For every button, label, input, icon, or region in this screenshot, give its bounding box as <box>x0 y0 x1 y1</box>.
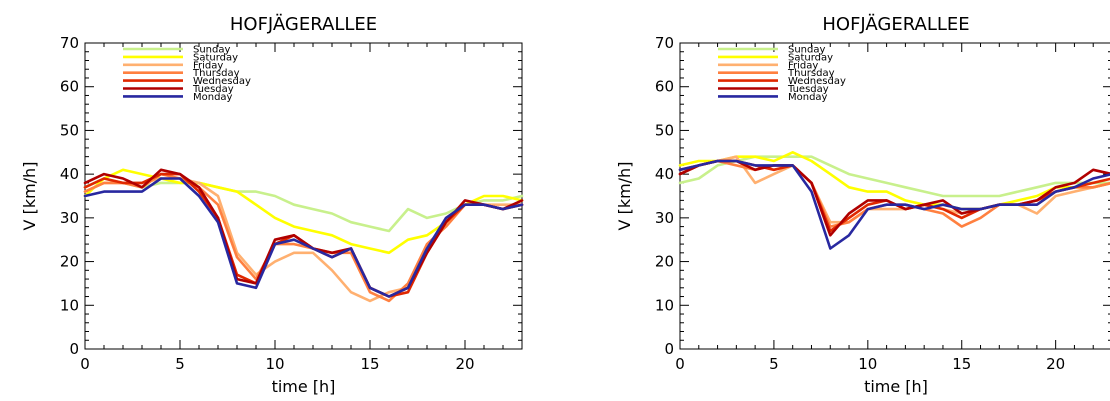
y-tick-label: 50 <box>60 121 79 139</box>
series-line-tuesday <box>83 168 524 298</box>
y-tick-label: 0 <box>69 340 79 358</box>
legend-label: Saturday <box>193 52 238 63</box>
plot-frame <box>679 42 1110 350</box>
x-tick-label: 20 <box>1046 355 1065 373</box>
legend-label: Tuesday <box>192 84 234 95</box>
legend-label: Friday <box>788 60 818 71</box>
series-line-saturday <box>678 151 1110 211</box>
y-tick-label: 60 <box>60 78 79 96</box>
legend-label: Wednesday <box>193 76 251 87</box>
legend-label: Monday <box>788 92 828 103</box>
y-tick-label: 30 <box>655 209 674 227</box>
y-tick-label: 30 <box>60 209 79 227</box>
legend-label: Monday <box>193 92 233 103</box>
series-line-friday <box>83 177 524 303</box>
x-tick-label: 10 <box>265 355 284 373</box>
legend-label: Sunday <box>193 45 230 56</box>
x-tick-label: 20 <box>455 355 474 373</box>
right-speed-chart: HOFJÄGERALLEE time [h] V [km/h] 0 5 10 15 20 0 10… <box>615 14 1110 396</box>
left-speed-chart: HOFJÄGERALLEE time [h] V [km/h] 0 5 10 15 20 0 10… <box>20 14 524 396</box>
y-tick-label: 0 <box>664 340 674 358</box>
y-tick-label: 40 <box>655 165 674 183</box>
legend-label: Friday <box>193 60 223 71</box>
series-line-thursday <box>83 172 524 303</box>
legend-label: Saturday <box>788 52 833 63</box>
x-tick-label: 0 <box>675 355 685 373</box>
series-line-wednesday <box>83 172 524 298</box>
x-tick-label: 10 <box>858 355 877 373</box>
x-tick-label: 5 <box>769 355 779 373</box>
legend-label: Thursday <box>192 68 240 79</box>
legend-label: Sunday <box>788 45 825 56</box>
y-axis-label: V [km/h] <box>20 162 39 231</box>
y-tick-label: 20 <box>60 253 79 271</box>
y-tick-label: 60 <box>655 78 674 96</box>
y-tick-label: 10 <box>655 296 674 314</box>
x-tick-label: 5 <box>175 355 185 373</box>
series-line-sunday <box>83 177 524 233</box>
y-tick-label: 50 <box>655 121 674 139</box>
y-tick-label: 70 <box>60 34 79 52</box>
y-tick-label: 10 <box>60 296 79 314</box>
series-line-monday <box>678 159 1110 250</box>
legend-label: Tuesday <box>787 84 829 95</box>
x-axis-label: time [h] <box>272 377 336 396</box>
x-tick-label: 0 <box>80 355 90 373</box>
left-chart-panel: HOFJÄGERALLEE time [h] V [km/h] 0 5 10 15 20 0 10… <box>0 0 545 401</box>
x-tick-label: 15 <box>952 355 971 373</box>
x-tick-label: 15 <box>360 355 379 373</box>
series-line-friday <box>678 155 1110 224</box>
legend-label: Thursday <box>787 68 835 79</box>
y-tick-label: 70 <box>655 34 674 52</box>
right-chart-panel: HOFJÄGERALLEE time [h] V [km/h] 0 5 10 15 20 0 10… <box>555 0 1110 401</box>
x-axis-label: time [h] <box>864 377 928 396</box>
series-line-monday <box>83 177 524 298</box>
legend-label: Wednesday <box>788 76 846 87</box>
y-tick-label: 20 <box>655 253 674 271</box>
y-axis-label: V [km/h] <box>615 162 634 231</box>
chart-title: HOFJÄGERALLEE <box>230 14 377 35</box>
chart-title: HOFJÄGERALLEE <box>822 14 969 35</box>
y-tick-label: 40 <box>60 165 79 183</box>
